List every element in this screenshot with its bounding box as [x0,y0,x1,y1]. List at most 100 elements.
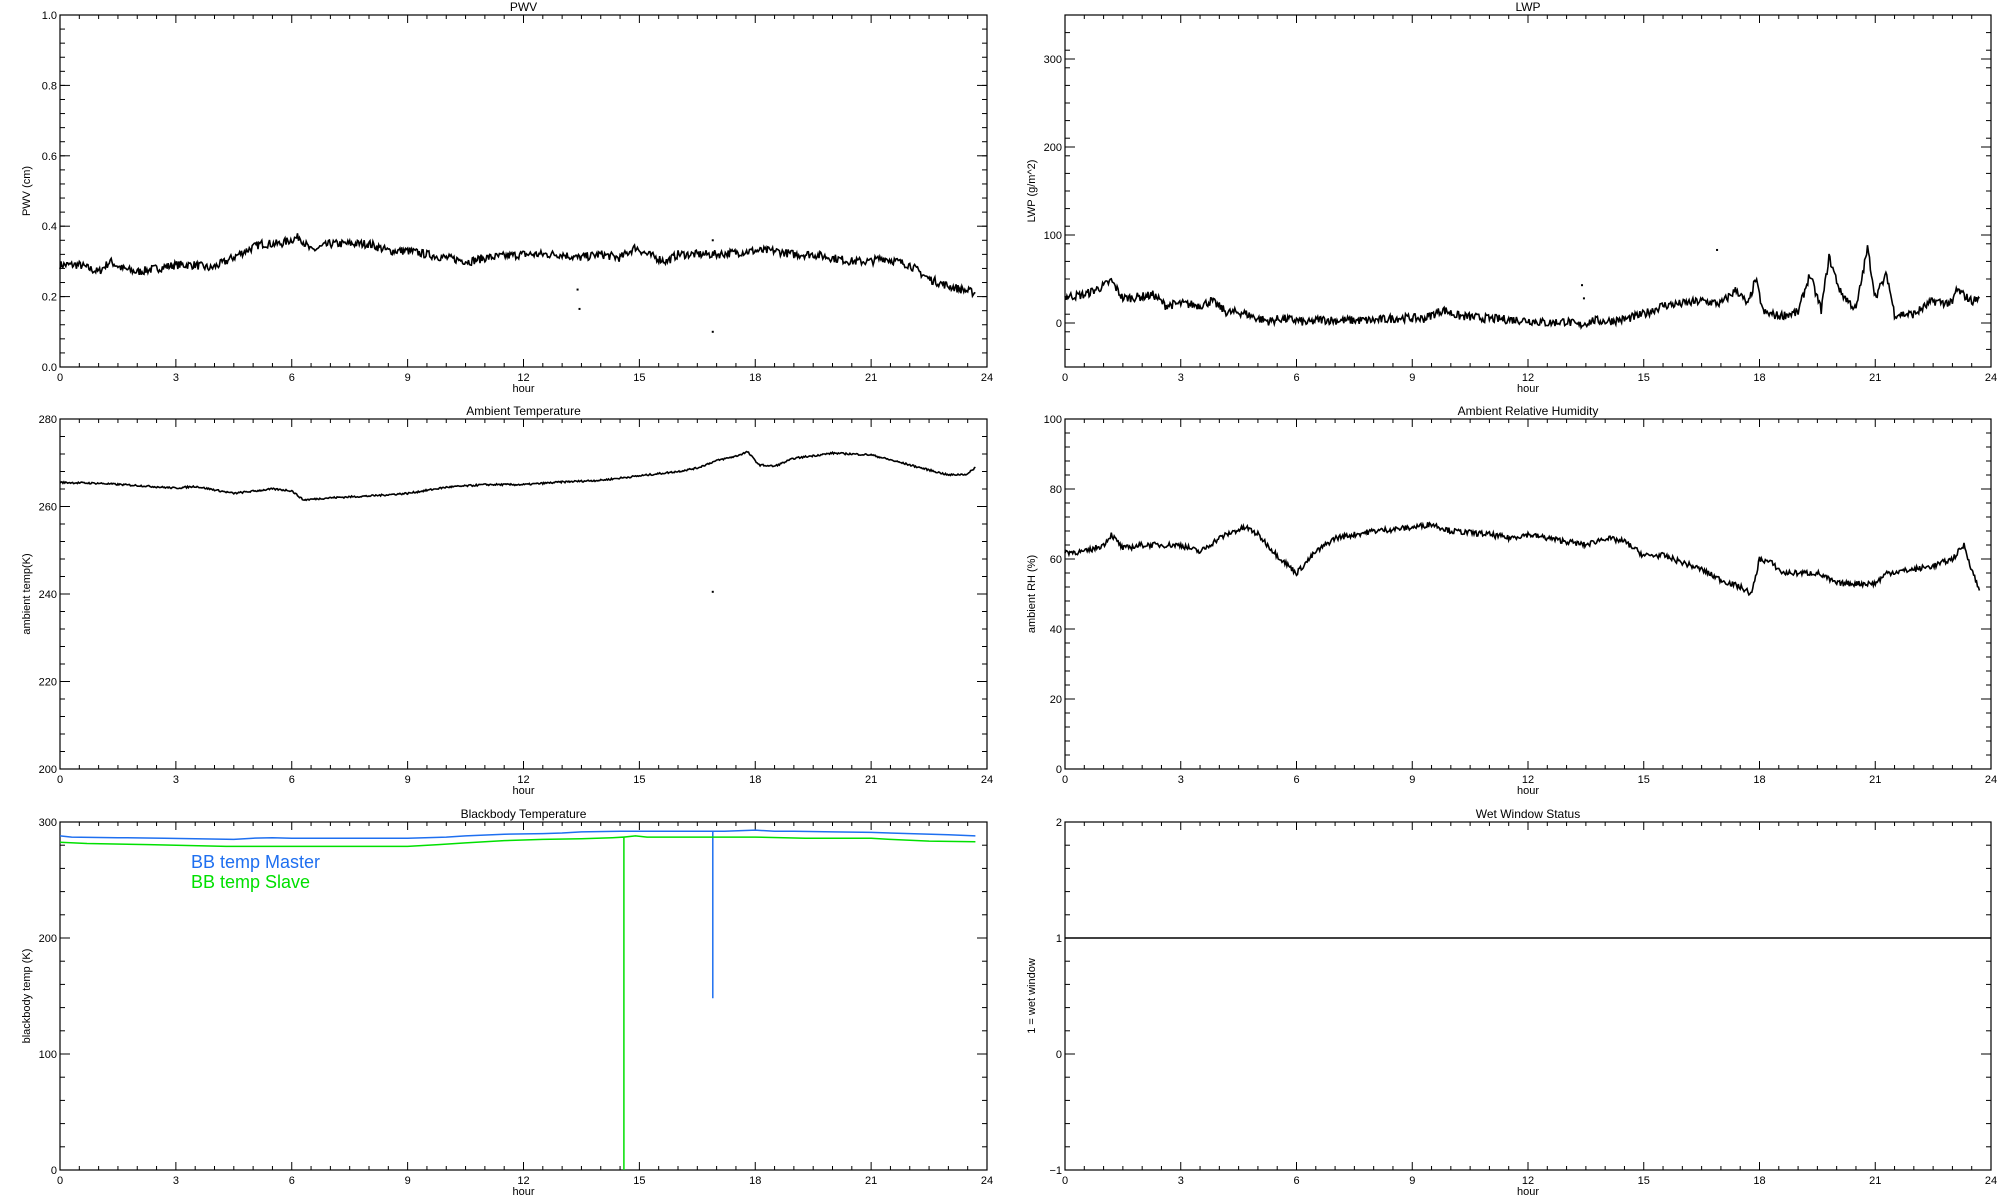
x-tick-label: 18 [749,774,761,786]
x-tick-label: 24 [1985,372,1997,384]
data-point [1582,297,1585,300]
x-tick-label: 6 [289,1175,295,1187]
y-axis-label: 1 = wet window [1026,958,1038,1034]
y-tick-label: 100 [1044,414,1062,426]
x-tick-label: 6 [289,372,295,384]
y-tick-label: 100 [1044,230,1062,242]
y-tick-label: 200 [1044,142,1062,154]
legend-entry: BB temp Slave [191,872,310,892]
y-tick-label: −1 [1049,1165,1062,1177]
x-tick-label: 24 [981,774,993,786]
x-tick-label: 15 [1638,774,1650,786]
y-tick-label: 220 [39,677,57,689]
chart-ambient-temp: Ambient Temperature 0 3 6 9 12 15 18 21 24 hour 200… [21,404,993,797]
x-tick-label: 6 [289,774,295,786]
x-tick-label: 15 [633,1175,645,1187]
x-tick-label: 6 [1293,774,1299,786]
x-tick-label: 3 [173,1175,179,1187]
y-axis-label: ambient temp(K) [21,553,33,634]
x-tick-label: 18 [749,1175,761,1187]
x-tick-label: 0 [57,1175,63,1187]
y-tick-label: 0 [1056,1049,1062,1061]
plot-frame [59,418,988,770]
x-tick-label: 6 [1293,1175,1299,1187]
x-tick-label: 15 [1638,372,1650,384]
y-tick-label: 260 [39,502,57,514]
chart-title: PWV [510,0,537,14]
x-tick-label: 24 [1985,1175,1997,1187]
x-axis-label: hour [512,1186,534,1198]
y-tick-label: 280 [39,414,57,426]
x-tick-label: 15 [633,774,645,786]
chart-ambient-rh: Ambient Relative Humidity 0 3 6 9 12 15 18 21 24 h… [1026,404,1997,797]
y-tick-label: 0 [51,1165,57,1177]
x-tick-label: 15 [1638,1175,1650,1187]
y-tick-label: 0.0 [42,362,57,374]
y-tick-label: 0.6 [42,151,57,163]
chart-title: Ambient Relative Humidity [1458,404,1599,418]
x-tick-label: 3 [1178,1175,1184,1187]
x-tick-label: 21 [865,372,877,384]
data-point [1716,248,1719,251]
y-tick-label: 2 [1056,817,1062,829]
y-tick-label: 0.2 [42,292,57,304]
y-tick-label: 0.4 [42,221,57,233]
x-axis-label: hour [512,785,534,797]
x-tick-label: 3 [173,372,179,384]
x-tick-label: 0 [57,774,63,786]
x-tick-label: 21 [1869,774,1881,786]
data-point [711,590,714,593]
data-point [711,239,714,242]
x-tick-label: 21 [1869,1175,1881,1187]
x-tick-label: 12 [1522,1175,1534,1187]
x-tick-label: 0 [57,372,63,384]
chart-title: Wet Window Status [1476,807,1580,821]
plot-frame [1064,14,1992,368]
x-tick-label: 24 [981,1175,993,1187]
y-tick-label: 100 [39,1049,57,1061]
x-tick-label: 12 [1522,774,1534,786]
legend-entry: BB temp Master [191,852,320,872]
chart-title: Ambient Temperature [466,404,581,418]
chart-lwp: LWP 0 3 6 9 12 15 18 21 24 hour 0 100 200 300 LWP (g/m^… [1026,0,1997,395]
x-axis-label: hour [1517,785,1539,797]
y-tick-label: 0.8 [42,80,57,92]
plot-frame [1064,821,1992,1171]
y-axis-label: LWP (g/m^2) [1026,160,1038,223]
x-tick-label: 21 [865,1175,877,1187]
y-tick-label: 200 [39,764,57,776]
y-tick-label: 1.0 [42,10,57,22]
x-tick-label: 0 [1062,372,1068,384]
y-tick-label: 80 [1050,484,1062,496]
x-tick-label: 15 [633,372,645,384]
data-point [1581,284,1584,287]
x-tick-label: 9 [1409,1175,1415,1187]
data-point [576,288,579,291]
x-tick-label: 18 [749,372,761,384]
y-tick-label: 1 [1056,933,1062,945]
y-tick-label: 20 [1050,694,1062,706]
y-axis-label: PWV (cm) [21,166,33,216]
x-tick-label: 12 [1522,372,1534,384]
data-point [711,330,714,333]
x-tick-label: 24 [1985,774,1997,786]
x-tick-label: 24 [981,372,993,384]
plot-frame [59,14,988,368]
x-tick-label: 6 [1293,372,1299,384]
x-tick-label: 18 [1753,774,1765,786]
x-tick-label: 9 [1409,372,1415,384]
x-axis-label: hour [512,383,534,395]
series-line-pwv [59,233,976,299]
chart-pwv: PWV 0 3 6 9 12 15 18 21 24 hour 0.0 0.2 0.4 0.6 0.8 1.0 P… [21,0,993,395]
x-tick-label: 12 [517,774,529,786]
x-tick-label: 0 [1062,1175,1068,1187]
series-line-ambient-temp [59,450,976,502]
x-tick-label: 9 [1409,774,1415,786]
plot-frame [1064,418,1992,770]
chart-title: LWP [1515,0,1540,14]
x-tick-label: 9 [405,1175,411,1187]
y-axis-label: blackbody temp (K) [21,949,33,1044]
y-tick-label: 300 [1044,54,1062,66]
x-tick-label: 21 [865,774,877,786]
series-line-bb-temp-slave [59,835,976,1170]
